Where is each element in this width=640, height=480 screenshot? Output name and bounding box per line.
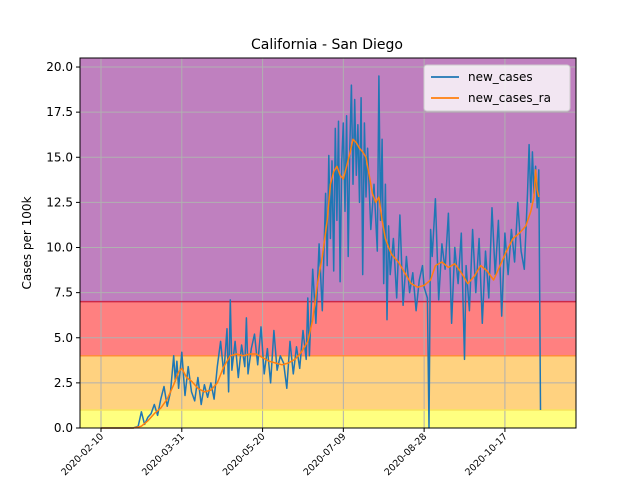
y-axis-label: Cases per 100k — [20, 196, 34, 289]
y-tick-label-5: 12.5 — [46, 195, 73, 209]
chart-title: California - San Diego — [251, 37, 403, 53]
y-tick-label-0: 0.0 — [54, 421, 73, 435]
legend: new_cases new_cases_ra — [423, 64, 571, 112]
y-tick-label-1: 2.5 — [54, 376, 73, 390]
y-tick-label-2: 5.0 — [54, 331, 73, 345]
series-lines — [101, 75, 542, 429]
x-axis: 2020-02-10 2020-03-31 2020-05-20 2020-07-09… — [59, 428, 510, 478]
plot-frame — [79, 57, 577, 429]
series-line-new_cases_ra — [101, 138, 540, 429]
x-tick-label-4: 2020-08-28 — [382, 431, 429, 478]
band-0 — [80, 409, 576, 428]
x-tick-label-3: 2020-07-09 — [302, 431, 349, 478]
x-tick-label-2: 2020-05-20 — [221, 431, 268, 478]
y-tick-label-7: 17.5 — [46, 105, 73, 119]
legend-box — [423, 64, 571, 112]
y-tick-label-6: 15.0 — [46, 150, 73, 164]
y-tick-label-4: 10.0 — [46, 241, 73, 255]
x-tick-label-1: 2020-03-31 — [140, 431, 187, 478]
legend-label-new_cases_ra: new_cases_ra — [468, 91, 551, 105]
x-tick-label-5: 2020-10-17 — [463, 431, 510, 478]
threshold-lines — [80, 300, 576, 411]
y-axis: 0.0 2.5 5.0 7.5 10.0 12.5 15.0 17.5 20.0 — [46, 60, 80, 435]
band-2 — [80, 301, 576, 356]
series-line-new_cases — [101, 75, 542, 429]
y-tick-label-8: 20.0 — [46, 60, 73, 74]
legend-label-new_cases: new_cases — [468, 70, 533, 84]
y-tick-label-3: 7.5 — [54, 286, 73, 300]
x-tick-label-0: 2020-02-10 — [59, 431, 106, 478]
